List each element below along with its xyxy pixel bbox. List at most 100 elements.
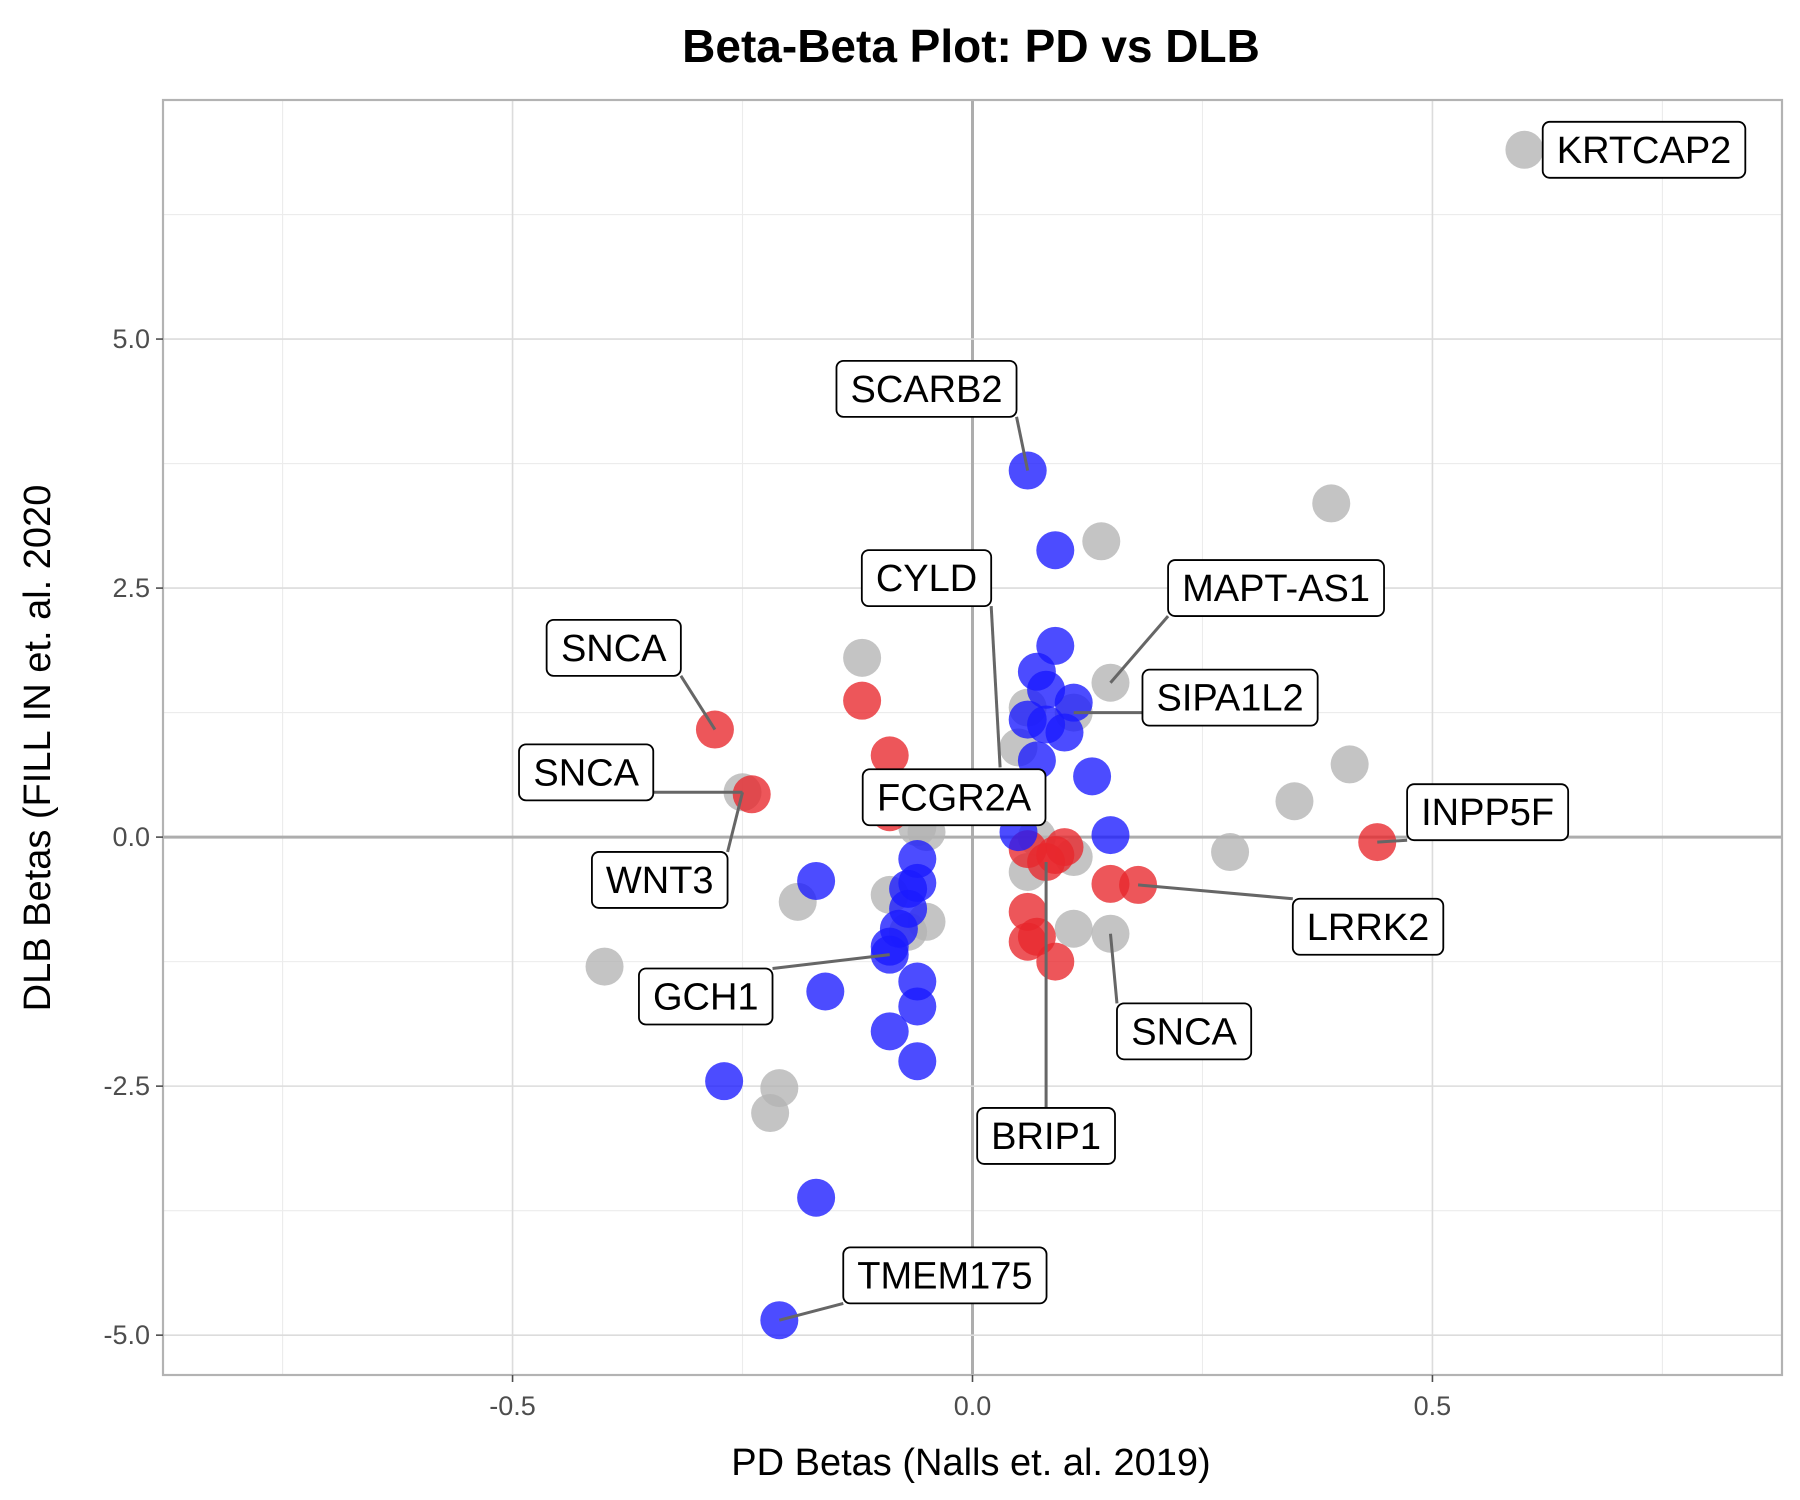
label-leader-line bbox=[679, 675, 717, 731]
y-tick-label: 0.0 bbox=[112, 822, 150, 852]
axes: -0.5 0.0 0.5 -5.0 -2.5 0.0 2.5 5.0 bbox=[103, 98, 1784, 1421]
label-leader-line bbox=[1109, 615, 1170, 684]
gene-label: SNCA bbox=[518, 743, 655, 802]
gene-label-box bbox=[1291, 897, 1445, 956]
grey-data-point bbox=[1054, 909, 1093, 948]
label-leader-line bbox=[772, 953, 890, 970]
blue-data-point bbox=[797, 1178, 836, 1217]
gene-label-box bbox=[1141, 668, 1319, 727]
red-data-point bbox=[732, 775, 771, 814]
blue-data-point bbox=[1073, 757, 1112, 796]
gene-label-box bbox=[545, 618, 682, 677]
grey-data-point bbox=[1312, 484, 1351, 523]
gene-label-box bbox=[1167, 559, 1385, 617]
gene-label: KRTCAP2 bbox=[1541, 120, 1747, 179]
data-points bbox=[585, 130, 1544, 1340]
grey-data-point bbox=[843, 638, 882, 677]
grey-data-point bbox=[1082, 522, 1121, 561]
gene-label-text: MAPT-AS1 bbox=[1182, 568, 1370, 610]
red-data-point bbox=[1036, 942, 1075, 981]
grey-data-point bbox=[1211, 833, 1250, 872]
gene-label-text: SNCA bbox=[533, 752, 639, 794]
blue-data-point bbox=[870, 1012, 909, 1051]
gene-label-text: LRRK2 bbox=[1307, 907, 1430, 949]
gene-label: SNCA bbox=[545, 618, 682, 677]
label-leader-line bbox=[1108, 933, 1119, 1004]
blue-data-point bbox=[898, 987, 937, 1026]
red-data-point bbox=[1036, 836, 1075, 875]
gene-label-box bbox=[1541, 120, 1747, 179]
blue-data-point bbox=[1036, 531, 1075, 570]
x-tick-label: -0.5 bbox=[489, 1391, 536, 1421]
gene-label-text: BRIP1 bbox=[991, 1116, 1101, 1158]
gene-label-box bbox=[638, 967, 774, 1026]
gene-label-box bbox=[860, 549, 993, 608]
grid bbox=[163, 100, 1782, 1375]
label-leader-line bbox=[778, 1301, 844, 1322]
gene-label-text: FCGR2A bbox=[877, 777, 1032, 819]
gene-label-text: GCH1 bbox=[653, 976, 759, 1018]
chart-title: Beta-Beta Plot: PD vs DLB bbox=[682, 20, 1260, 72]
gene-label-box bbox=[1406, 783, 1570, 842]
blue-data-point bbox=[1045, 713, 1084, 752]
gene-label: FCGR2A bbox=[861, 768, 1047, 827]
gene-label: BRIP1 bbox=[976, 1107, 1116, 1165]
label-leaders bbox=[653, 416, 1408, 1322]
red-data-point bbox=[843, 681, 882, 720]
gene-label-box bbox=[591, 851, 729, 909]
red-data-point bbox=[1091, 864, 1130, 903]
gene-label-text: SNCA bbox=[1131, 1011, 1237, 1053]
grey-data-point bbox=[1275, 782, 1314, 821]
blue-data-point bbox=[797, 861, 836, 900]
label-leader-line bbox=[989, 606, 1002, 768]
gene-label-box bbox=[861, 768, 1047, 827]
gene-label: SIPA1L2 bbox=[1141, 668, 1319, 727]
grey-data-point bbox=[1505, 130, 1544, 169]
gene-label-text: TMEM175 bbox=[857, 1255, 1032, 1297]
gene-label: GCH1 bbox=[638, 967, 774, 1026]
gene-label: MAPT-AS1 bbox=[1167, 559, 1385, 617]
x-axis-title: PD Betas (Nalls et. al. 2019) bbox=[731, 1442, 1210, 1484]
red-data-point bbox=[870, 736, 909, 775]
y-tick-label: 2.5 bbox=[112, 573, 150, 603]
gene-label-text: SCARB2 bbox=[850, 369, 1002, 411]
label-leader-line bbox=[1377, 838, 1408, 844]
gene-label: TMEM175 bbox=[842, 1246, 1048, 1305]
y-tick-label: -2.5 bbox=[103, 1071, 150, 1101]
gene-label-text: SIPA1L2 bbox=[1156, 678, 1303, 720]
gene-labels: KRTCAP2 SCARB2 CYLD MAPT-AS1 SIPA1L2 SNCA SNCA… bbox=[518, 120, 1747, 1305]
gene-label: INPP5F bbox=[1406, 783, 1570, 842]
gene-label-text: CYLD bbox=[876, 558, 977, 600]
gene-label: SCARB2 bbox=[835, 359, 1018, 418]
blue-data-point bbox=[1091, 816, 1130, 855]
label-leader-line bbox=[1015, 416, 1030, 471]
label-leader-line bbox=[726, 791, 744, 853]
gene-label-text: KRTCAP2 bbox=[1557, 130, 1732, 172]
gene-label: LRRK2 bbox=[1291, 897, 1445, 956]
gene-label: WNT3 bbox=[591, 851, 729, 909]
x-tick-label: 0.0 bbox=[954, 1391, 992, 1421]
blue-data-point bbox=[705, 1062, 744, 1101]
grey-data-point bbox=[751, 1094, 790, 1133]
blue-data-point bbox=[898, 1042, 937, 1081]
gene-label-box bbox=[518, 743, 655, 802]
blue-data-point bbox=[806, 972, 845, 1011]
y-tick-label: 5.0 bbox=[112, 324, 150, 354]
gene-label-text: WNT3 bbox=[606, 860, 714, 902]
label-leader-line bbox=[1137, 883, 1293, 901]
grey-data-point bbox=[585, 947, 624, 986]
gene-label-box bbox=[835, 359, 1018, 418]
gene-label-text: SNCA bbox=[561, 628, 667, 670]
y-tick-label: -5.0 bbox=[103, 1320, 150, 1350]
gene-label-box bbox=[1116, 1002, 1253, 1061]
gene-label: SNCA bbox=[1116, 1002, 1253, 1061]
grey-data-point bbox=[1330, 745, 1369, 784]
gene-label: CYLD bbox=[860, 549, 993, 608]
gene-label-box bbox=[842, 1246, 1048, 1305]
gene-label-box bbox=[976, 1107, 1116, 1165]
y-axis-title: DLB Betas (FILL IN et. al. 2020 bbox=[17, 485, 59, 1012]
x-tick-label: 0.5 bbox=[1414, 1391, 1452, 1421]
gene-label-text: INPP5F bbox=[1421, 792, 1554, 834]
